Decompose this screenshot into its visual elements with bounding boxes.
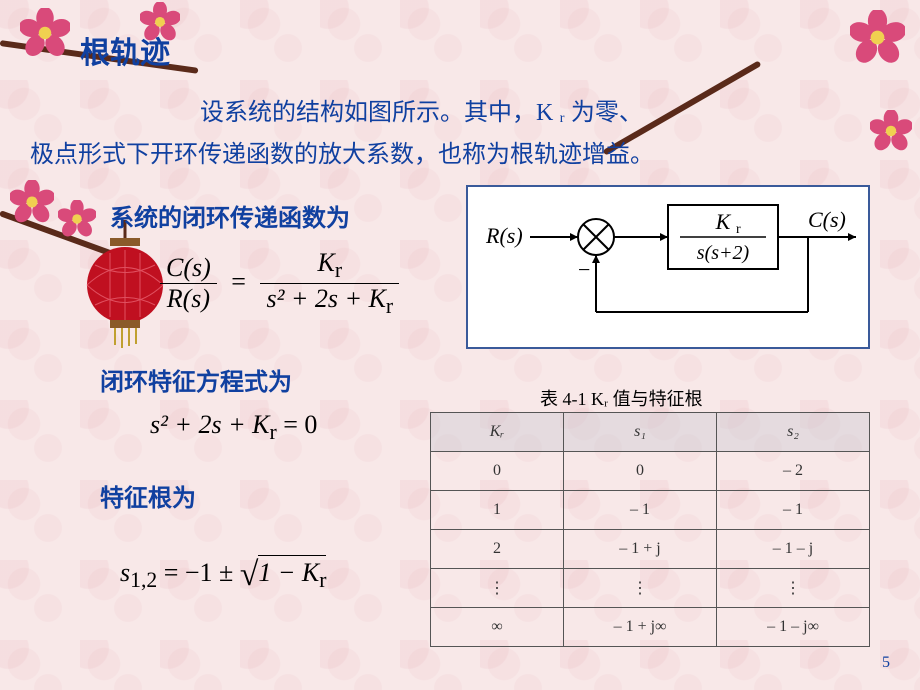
table-cell: ∞ (431, 608, 564, 647)
equation-characteristic: s² + 2s + Kr = 0 (150, 410, 317, 445)
svg-text:K: K (715, 209, 732, 234)
eq-lhs-num: C(s) (166, 253, 211, 282)
bd-output-label: C(s) (808, 207, 846, 232)
table-header: s₁ (564, 413, 717, 452)
bd-minus: − (578, 257, 590, 282)
table-cell: – 1 – j∞ (717, 608, 870, 647)
svg-text:r: r (736, 222, 741, 237)
svg-text:s(s+2): s(s+2) (697, 242, 750, 264)
char-eq-tail: = 0 (277, 410, 318, 439)
eq-rhs-num-sub: r (335, 258, 342, 282)
equation-transfer: C(s) R(s) = Kr s² + 2s + Kr (160, 248, 399, 319)
table-cell: – 1 + j∞ (564, 608, 717, 647)
table-cell: ⋮ (564, 569, 717, 608)
table-header: s₂ (717, 413, 870, 452)
table-cell: 1 (431, 491, 564, 530)
table-row: 2– 1 + j– 1 – j (431, 530, 870, 569)
table-cell: – 1 (717, 491, 870, 530)
table-cell: 0 (564, 452, 717, 491)
eq-rhs-den: s² + 2s + K (266, 284, 385, 313)
eq-rhs-den-sub: r (386, 294, 393, 318)
section-roots: 特征根为 (100, 478, 196, 513)
table-caption: 表 4-1 Kᵣ 值与特征根 (540, 385, 703, 411)
table-cell: ⋮ (717, 569, 870, 608)
intro-line-2: 极点形式下开环传递函数的放大系数，也称为根轨迹增益。 (30, 136, 880, 174)
char-eq-body: s² + 2s + K (150, 410, 269, 439)
table-header: Kᵣ (431, 413, 564, 452)
table-row: ⋮⋮⋮ (431, 569, 870, 608)
char-eq-sub: r (269, 420, 276, 444)
bd-input-label: R(s) (485, 223, 523, 248)
root-lhs-sub: 1,2 (130, 568, 157, 592)
root-radicand-sub: r (319, 568, 326, 592)
equation-roots: s1,2 = −1 ± √1 − Kr (120, 552, 326, 593)
table-cell: – 1 – j (717, 530, 870, 569)
table-cell: 0 (431, 452, 564, 491)
section-char-eq: 闭环特征方程式为 (100, 362, 292, 397)
eq-rhs-num: K (318, 248, 335, 277)
table-row: 00– 2 (431, 452, 870, 491)
table-cell: 2 (431, 530, 564, 569)
intro-line-1: 设系统的结构如图所示。其中，K ᵣ 为零、 (200, 94, 880, 132)
lantern-decor (80, 220, 170, 355)
table-cell: – 1 (564, 491, 717, 530)
table-cell: – 2 (717, 452, 870, 491)
block-diagram: R(s) K r s(s+2) C(s) − (466, 185, 870, 349)
root-lhs: s (120, 558, 130, 587)
table-row: 1– 1– 1 (431, 491, 870, 530)
table-row: ∞– 1 + j∞– 1 – j∞ (431, 608, 870, 647)
table-cell: – 1 + j (564, 530, 717, 569)
table-cell: ⋮ (431, 569, 564, 608)
section-closed-loop: 系统的闭环传递函数为 (110, 198, 350, 233)
kr-table: Kᵣs₁s₂00– 21– 1– 12– 1 + j– 1 – j⋮⋮⋮∞– 1… (430, 412, 870, 647)
page-number: 5 (882, 654, 890, 672)
page-title: 根轨迹 (80, 28, 170, 72)
eq-lhs-den: R(s) (167, 284, 210, 313)
root-eq: = −1 ± (157, 558, 240, 587)
root-radicand: 1 − K (258, 558, 319, 587)
